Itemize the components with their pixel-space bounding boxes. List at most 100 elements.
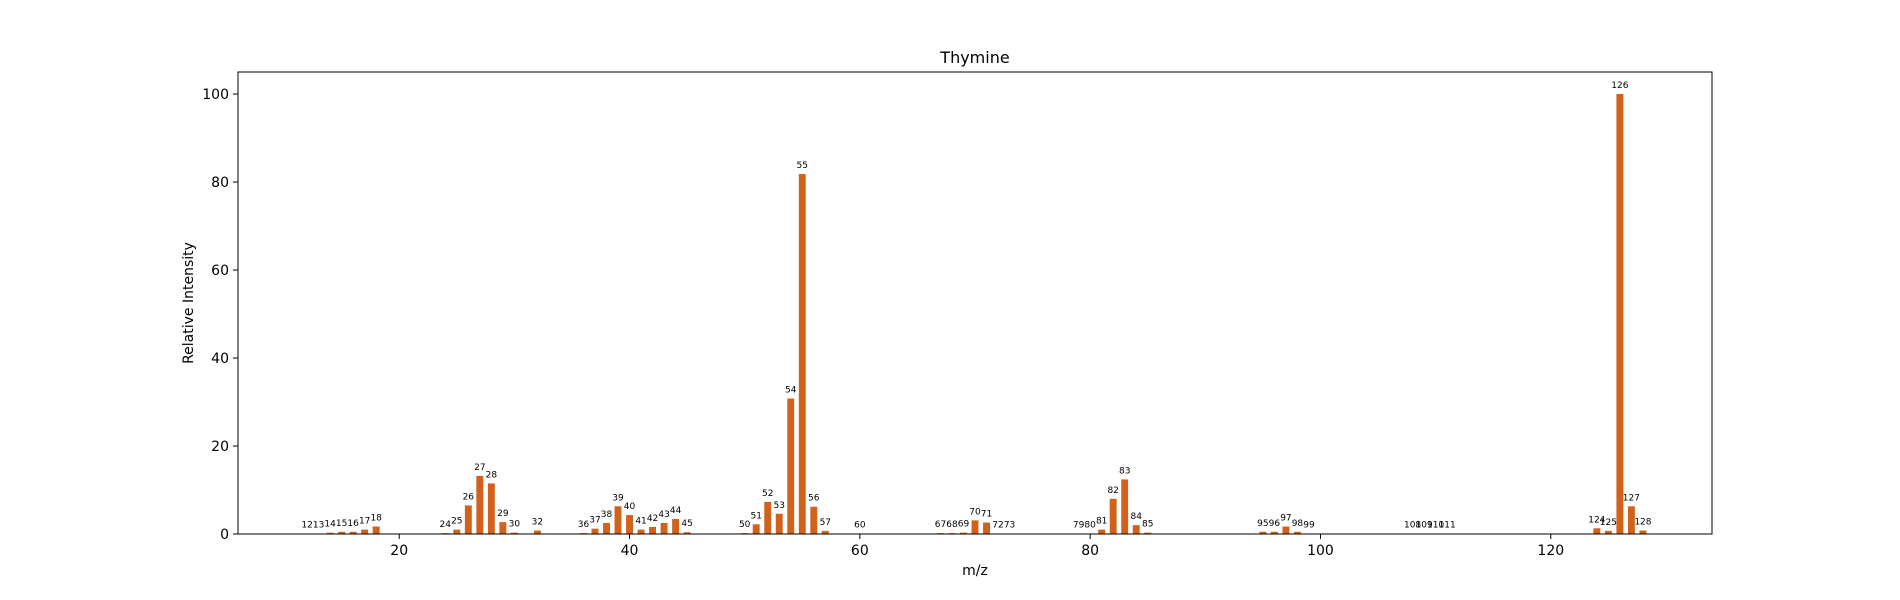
y-tick-label: 40	[211, 351, 229, 367]
bar-mz-29	[499, 522, 507, 534]
x-tick-label: 80	[1081, 543, 1099, 559]
bar-mz-52	[764, 501, 772, 534]
bar-mz-81	[1098, 529, 1106, 534]
plot-frame	[237, 71, 1713, 535]
bar-label: 27	[474, 463, 485, 473]
bar-label: 60	[854, 521, 866, 531]
x-axis-ticks: 20 40 60 80 100 120	[390, 534, 1564, 559]
bar-label: 17	[359, 517, 370, 527]
bar-label: 53	[774, 501, 785, 511]
bar-label: 30	[509, 520, 521, 530]
bar-label: 71	[981, 510, 992, 520]
bar-label: 15	[336, 519, 347, 529]
bar-label: 25	[451, 517, 462, 527]
bar-label: 37	[589, 516, 600, 526]
y-tick-label: 80	[211, 175, 229, 191]
bar-label: 28	[486, 470, 498, 480]
bar-label: 55	[797, 161, 808, 171]
bars	[303, 94, 1647, 534]
bar-mz-39	[614, 506, 622, 534]
bar-mz-28	[487, 483, 495, 534]
bar-label: 109	[1416, 521, 1433, 531]
bar-mz-95	[1259, 531, 1267, 534]
bar-mz-125	[1604, 530, 1612, 534]
bar-mz-44	[672, 519, 680, 534]
bar-mz-70	[971, 520, 979, 534]
y-tick-label: 0	[220, 527, 229, 543]
bar-mz-97	[1282, 526, 1290, 534]
bar-mz-43	[660, 523, 668, 534]
bar-label: 51	[750, 511, 761, 521]
bar-label: 26	[463, 492, 475, 502]
bar-label: 85	[1142, 520, 1153, 530]
bar-mz-124	[1593, 528, 1601, 534]
bar-mz-17	[361, 529, 369, 534]
bar-mz-128	[1639, 530, 1647, 534]
bar-label: 45	[681, 519, 692, 529]
x-tick-label: 120	[1537, 543, 1564, 559]
x-axis-title: m/z	[962, 563, 988, 579]
bar-mz-40	[626, 515, 633, 534]
bar-label: 126	[1611, 81, 1628, 91]
bar-label: 81	[1096, 517, 1107, 527]
bar-label: 79	[1073, 521, 1085, 531]
bar-mz-127	[1627, 506, 1635, 534]
bar-label: 111	[1439, 521, 1456, 531]
bar-mz-69	[960, 532, 967, 534]
bar-mz-56	[810, 506, 818, 534]
bar-label: 82	[1107, 486, 1118, 496]
bar-mz-42	[649, 526, 657, 534]
bar-mz-53	[775, 513, 783, 534]
bar-label: 70	[969, 507, 981, 517]
bar-label: 16	[347, 519, 359, 529]
bar-label: 36	[578, 520, 590, 530]
bar-label: 125	[1600, 518, 1617, 528]
y-axis-ticks: 0 20 40 60 80 100	[202, 87, 238, 543]
bar-label: 38	[601, 510, 613, 520]
bar-mz-51	[752, 524, 760, 534]
bar-mz-14	[326, 532, 334, 534]
bar-mz-85	[1144, 532, 1152, 534]
bar-label: 41	[635, 517, 646, 527]
bar-mz-38	[603, 523, 610, 534]
bar-mz-45	[683, 532, 691, 534]
bar-label: 108	[1404, 521, 1421, 531]
bar-mz-84	[1132, 525, 1140, 534]
x-tick-label: 20	[390, 543, 408, 559]
bar-label: 73	[1004, 521, 1015, 531]
bar-label: 18	[370, 514, 382, 524]
bar-label: 39	[612, 493, 624, 503]
bar-label: 84	[1130, 512, 1142, 522]
bar-label: 13	[313, 521, 324, 531]
bar-label: 44	[670, 506, 682, 516]
bar-mz-32	[533, 530, 541, 534]
bar-label: 14	[324, 520, 336, 530]
bar-mz-37	[591, 528, 599, 534]
bar-label: 54	[785, 385, 797, 395]
bar-label: 40	[624, 502, 636, 512]
bar-label: 57	[820, 518, 831, 528]
bar-label: 29	[497, 509, 509, 519]
bar-label: 127	[1623, 493, 1640, 503]
bar-label: 95	[1257, 519, 1268, 529]
bar-mz-83	[1121, 479, 1129, 534]
bar-label: 96	[1269, 519, 1281, 529]
bar-label: 56	[808, 494, 820, 504]
bar-label: 67	[935, 520, 946, 530]
bar-mz-27	[476, 475, 484, 534]
y-tick-label: 100	[202, 87, 229, 103]
bar-label: 98	[1292, 519, 1304, 529]
bar-mz-16	[349, 531, 357, 534]
bar-label: 72	[992, 521, 1003, 531]
chart-title: Thymine	[939, 48, 1009, 67]
bar-label: 32	[532, 517, 543, 527]
bar-mz-41	[637, 529, 645, 534]
bar-mz-26	[464, 505, 472, 534]
bar-mz-57	[821, 530, 829, 534]
y-axis-title: Relative Intensity	[181, 242, 197, 364]
bar-label: 42	[647, 514, 658, 524]
bar-label: 80	[1084, 521, 1096, 531]
